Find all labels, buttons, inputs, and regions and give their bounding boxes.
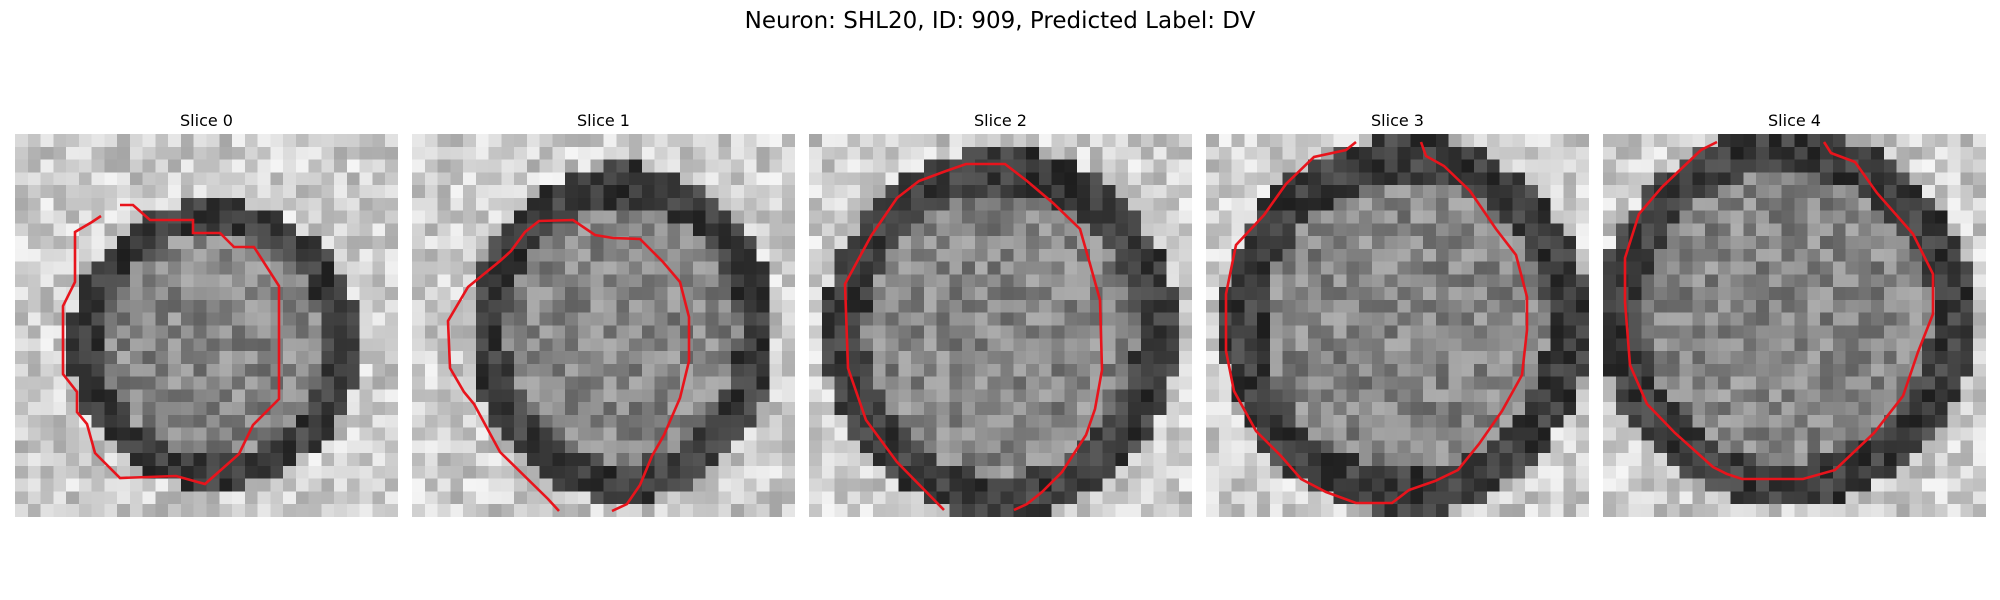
- slice-panel-4: Slice 4: [1603, 108, 1986, 517]
- slice-pixels-0: [15, 134, 398, 517]
- slice-pixels-3: [1206, 134, 1589, 517]
- slice-title-4: Slice 4: [1768, 111, 1821, 130]
- contour-3: [1224, 140, 1529, 505]
- slice-panel-2: Slice 2: [809, 108, 1192, 517]
- contour-2: [843, 162, 1104, 512]
- slice-pixels-1: [412, 134, 795, 517]
- figure-title: Neuron: SHL20, ID: 909, Predicted Label:…: [744, 8, 1256, 34]
- slice-panel-1: Slice 1: [412, 108, 795, 517]
- slice-image-1: [412, 134, 795, 517]
- slice-title-3: Slice 3: [1371, 111, 1424, 130]
- contour-4: [1623, 140, 1935, 481]
- slice-panel-0: Slice 0: [15, 108, 398, 517]
- slice-image-2: [809, 134, 1192, 517]
- contour-1: [446, 218, 691, 513]
- slice-image-3: [1206, 134, 1589, 517]
- slice-title-0: Slice 0: [180, 111, 233, 130]
- slice-panel-3: Slice 3: [1206, 108, 1589, 517]
- slice-image-0: [15, 134, 398, 517]
- slice-pixels-4: [1603, 134, 1986, 517]
- slice-pixels-2: [809, 134, 1192, 517]
- slice-title-1: Slice 1: [577, 111, 630, 130]
- contour-0: [61, 203, 281, 486]
- slice-image-4: [1603, 134, 1986, 517]
- slice-title-2: Slice 2: [974, 111, 1027, 130]
